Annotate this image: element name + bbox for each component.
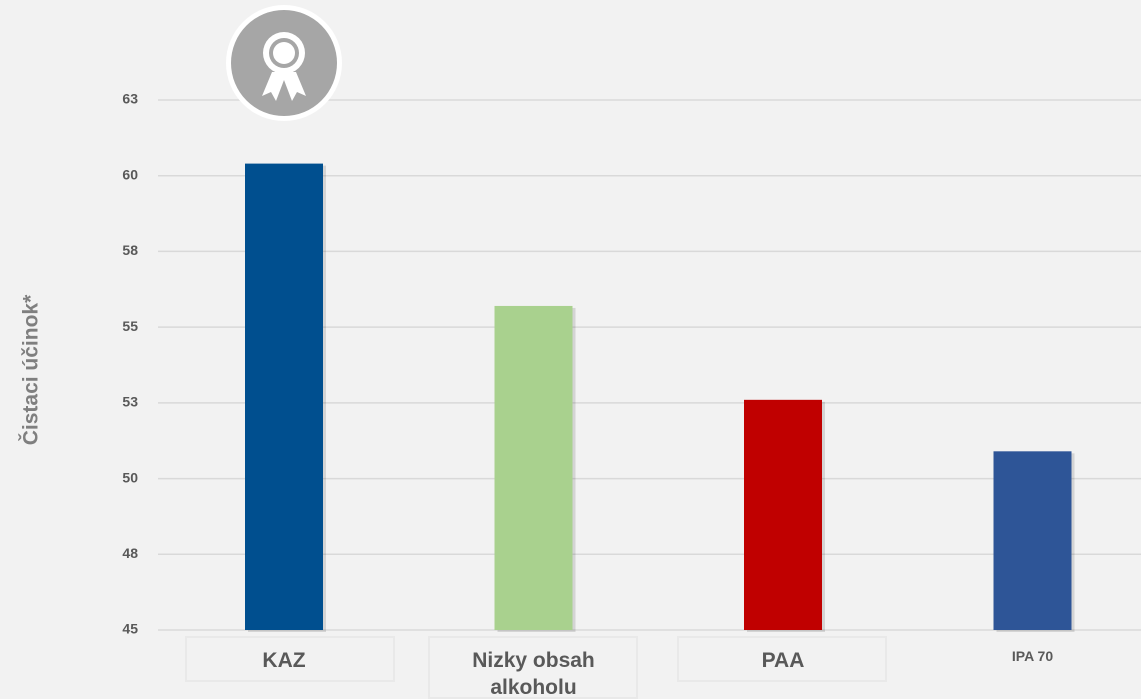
award-badge [226, 5, 342, 121]
y-tick-label: 50 [122, 469, 138, 485]
x-tick-label: IPA 70 [1011, 648, 1054, 664]
bar [494, 305, 573, 630]
label-box [185, 636, 395, 682]
bar [744, 399, 822, 630]
y-tick-label: 45 [122, 621, 138, 637]
y-tick-label: 60 [122, 166, 138, 182]
x-tick-label: Nizky obsah alkoholu [472, 649, 595, 699]
y-axis-title: Čistaci účinok* [19, 294, 43, 445]
y-tick-label: 63 [122, 91, 138, 107]
bar [245, 163, 323, 630]
bar [993, 451, 1072, 630]
x-tick-label: KAZ [262, 649, 306, 672]
y-tick-label: 55 [122, 318, 138, 334]
label-box [428, 636, 638, 699]
x-tick-label: PAA [761, 649, 805, 672]
y-tick-label: 48 [122, 545, 138, 561]
y-tick-label: 53 [122, 394, 138, 410]
label-box [677, 636, 887, 682]
y-tick-label: 58 [122, 242, 138, 258]
